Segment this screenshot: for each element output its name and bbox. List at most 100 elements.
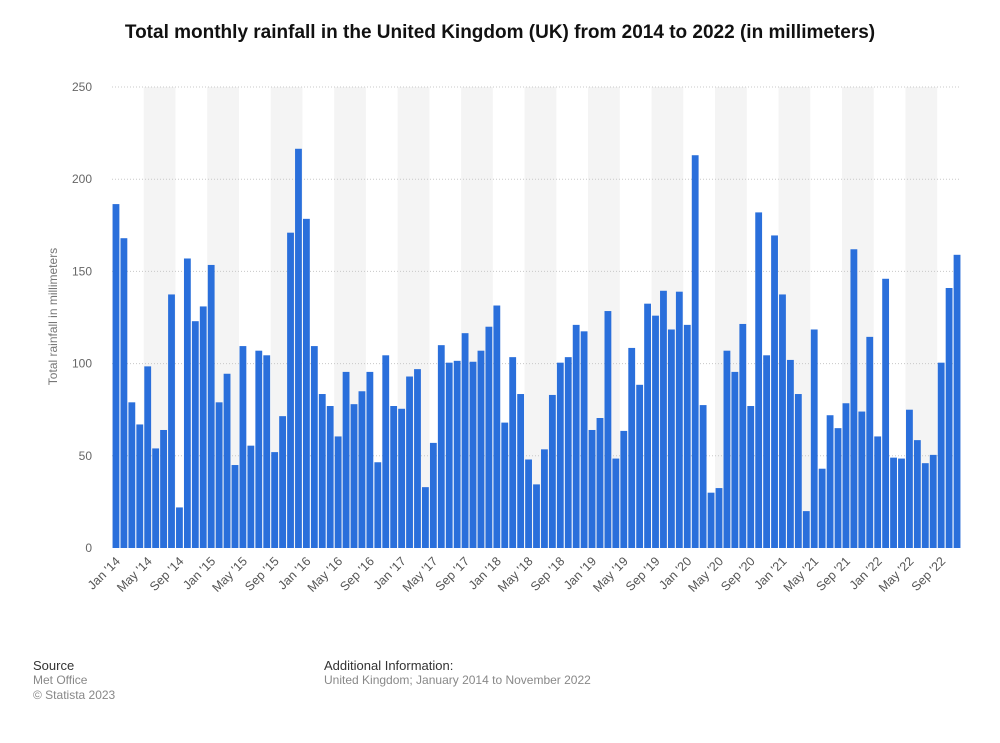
bar[interactable] [485,326,493,548]
bar[interactable] [699,405,707,548]
bar[interactable] [771,235,778,548]
bar[interactable] [715,488,723,548]
bar[interactable] [564,357,572,548]
bar[interactable] [279,416,287,548]
bar[interactable] [223,373,231,548]
bar[interactable] [406,376,413,548]
additional-info-heading[interactable]: Additional Information: [324,658,454,673]
bar[interactable] [168,294,175,548]
bar[interactable] [295,148,302,549]
bar[interactable] [120,238,128,548]
bar[interactable] [477,350,485,548]
bar[interactable] [667,329,675,548]
bar[interactable] [437,345,445,548]
bar[interactable] [652,315,659,548]
bar[interactable] [898,458,905,548]
bar[interactable] [453,360,461,548]
bar[interactable] [826,415,834,548]
bar[interactable] [342,371,350,548]
bar[interactable] [525,459,532,548]
bar[interactable] [541,449,548,548]
bar[interactable] [850,249,858,548]
bar[interactable] [834,428,842,548]
bar[interactable] [160,429,167,548]
bar[interactable] [548,394,556,548]
bar[interactable] [429,442,437,548]
bar[interactable] [675,291,683,548]
bar[interactable] [231,465,239,548]
bar[interactable] [445,362,453,548]
bar[interactable] [469,361,477,548]
bar[interactable] [414,369,421,548]
bar[interactable] [755,212,763,548]
bar[interactable] [318,394,326,548]
bar[interactable] [866,336,874,548]
bar[interactable] [786,359,794,548]
bar[interactable] [604,311,612,548]
bar[interactable] [644,303,651,548]
bar[interactable] [358,391,366,548]
bar[interactable] [493,305,501,548]
bar[interactable] [326,406,334,548]
bar[interactable] [334,436,342,548]
bar[interactable] [112,204,120,548]
bar[interactable] [588,429,596,548]
bar[interactable] [239,346,247,548]
bar[interactable] [842,403,850,548]
bar[interactable] [176,507,183,548]
bar[interactable] [263,355,271,548]
bar[interactable] [874,436,882,548]
bar[interactable] [882,278,890,548]
bar[interactable] [390,406,398,548]
source-name[interactable]: Met Office [33,673,88,687]
bar[interactable] [763,355,771,548]
bar[interactable] [739,323,747,548]
bar[interactable] [556,362,564,548]
bar[interactable] [183,258,191,548]
bar[interactable] [255,350,263,548]
bar[interactable] [660,290,667,548]
bar[interactable] [953,254,961,548]
bar[interactable] [136,424,144,548]
bar[interactable] [461,333,469,548]
bar[interactable] [636,384,644,548]
bar[interactable] [747,406,755,548]
bar[interactable] [691,155,699,548]
bar[interactable] [366,371,374,548]
bar[interactable] [215,402,223,548]
bar[interactable] [683,324,691,548]
bar[interactable] [945,287,953,548]
bar[interactable] [572,324,580,548]
bar[interactable] [858,411,866,548]
bar[interactable] [350,404,358,548]
bar[interactable] [382,355,390,548]
bar[interactable] [612,458,620,548]
bar[interactable] [596,417,604,548]
bar[interactable] [802,511,810,548]
bar[interactable] [810,329,818,548]
bar[interactable] [199,306,207,548]
bar[interactable] [501,422,509,548]
bar[interactable] [287,232,294,548]
bar[interactable] [128,402,136,548]
bar[interactable] [247,445,255,548]
bar[interactable] [517,394,525,548]
bar[interactable] [929,454,937,548]
bar[interactable] [422,487,429,548]
bar[interactable] [398,408,406,548]
bar[interactable] [271,452,279,548]
bar[interactable] [533,484,540,548]
bar[interactable] [152,448,160,548]
bar[interactable] [937,362,945,548]
bar[interactable] [302,218,310,548]
bar[interactable] [509,357,517,548]
bar[interactable] [818,468,826,548]
bar[interactable] [890,457,897,548]
copyright[interactable]: © Statista 2023 [33,688,116,702]
bar[interactable] [207,264,215,548]
bar[interactable] [374,462,382,548]
bar[interactable] [620,430,628,548]
bar[interactable] [191,321,199,548]
bar[interactable] [913,440,921,548]
bar[interactable] [906,409,913,548]
